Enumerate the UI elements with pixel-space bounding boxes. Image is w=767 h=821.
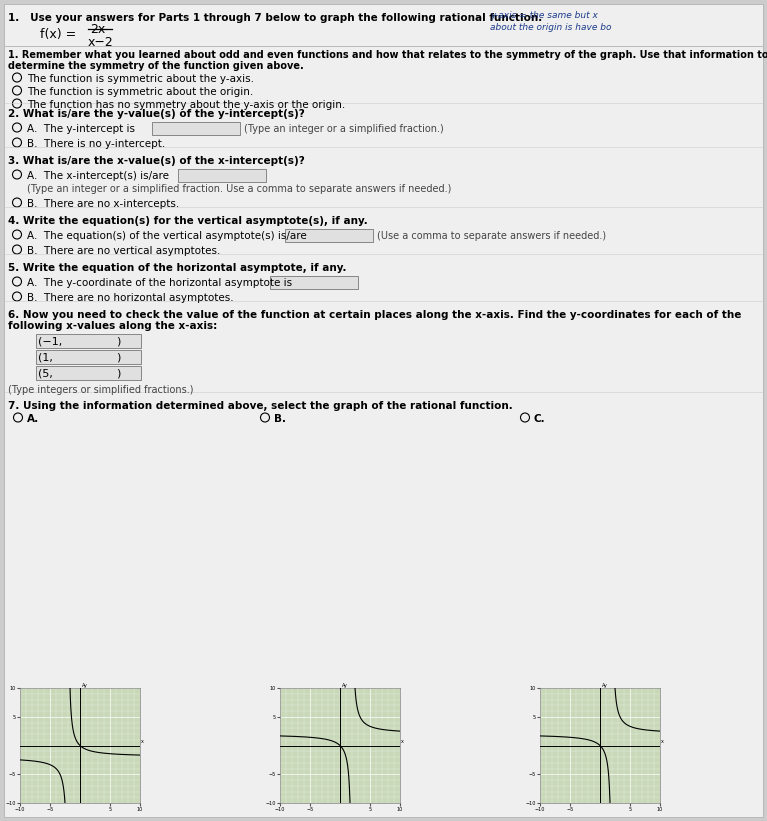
Text: 4. Write the equation(s) for the vertical asymptote(s), if any.: 4. Write the equation(s) for the vertica… [8,216,367,226]
Text: The function is symmetric about the origin.: The function is symmetric about the orig… [27,87,253,97]
Text: (Type integers or simplified fractions.): (Type integers or simplified fractions.) [8,385,193,395]
Text: B.  There are no x-intercepts.: B. There are no x-intercepts. [27,199,179,209]
Text: 7. Using the information determined above, select the graph of the rational func: 7. Using the information determined abov… [8,401,513,411]
Text: x−2: x−2 [88,36,114,49]
Text: (−1,: (−1, [38,336,62,346]
Text: 1.   Use your answers for Parts 1 through 7 below to graph the following rationa: 1. Use your answers for Parts 1 through … [8,13,542,23]
FancyBboxPatch shape [36,366,141,380]
Text: 2. What is/are the y-value(s) of the y-intercept(s)?: 2. What is/are the y-value(s) of the y-i… [8,109,304,119]
Text: B.  There are no vertical asymptotes.: B. There are no vertical asymptotes. [27,246,220,256]
Text: x: x [661,739,664,744]
Text: about the origin is have bo: about the origin is have bo [490,23,611,32]
Text: (Type an integer or a simplified fraction.): (Type an integer or a simplified fractio… [244,124,444,134]
Text: 3. What is/are the x-value(s) of the x-intercept(s)?: 3. What is/are the x-value(s) of the x-i… [8,156,304,166]
Text: ): ) [116,336,120,346]
Text: y-axis = the same but x: y-axis = the same but x [490,11,597,20]
FancyBboxPatch shape [178,169,266,182]
Text: 2x: 2x [90,23,105,36]
Text: (1,: (1, [38,352,53,362]
Text: The function has no symmetry about the y-axis or the origin.: The function has no symmetry about the y… [27,100,345,110]
Text: Ay: Ay [342,683,347,688]
FancyBboxPatch shape [4,4,763,817]
Text: determine the symmetry of the function given above.: determine the symmetry of the function g… [8,61,304,71]
Text: x: x [141,739,144,744]
Text: 6. Now you need to check the value of the function at certain places along the x: 6. Now you need to check the value of th… [8,310,742,320]
Text: f(x) =: f(x) = [40,28,76,41]
Text: (Use a comma to separate answers if needed.): (Use a comma to separate answers if need… [377,231,606,241]
Text: ): ) [116,352,120,362]
Text: following x-values along the x-axis:: following x-values along the x-axis: [8,321,217,331]
Text: ): ) [116,368,120,378]
FancyBboxPatch shape [36,350,141,364]
Text: A.  The x-intercept(s) is/are: A. The x-intercept(s) is/are [27,171,169,181]
Text: B.: B. [274,414,286,424]
FancyBboxPatch shape [285,229,373,242]
Text: Ay: Ay [82,683,87,688]
Text: A.  The y-coordinate of the horizontal asymptote is: A. The y-coordinate of the horizontal as… [27,278,292,288]
FancyBboxPatch shape [270,276,358,289]
Text: A.  The y-intercept is: A. The y-intercept is [27,124,135,134]
Text: Ay: Ay [602,683,607,688]
Text: A.: A. [27,414,39,424]
Text: x: x [401,739,404,744]
Text: 5. Write the equation of the horizontal asymptote, if any.: 5. Write the equation of the horizontal … [8,263,347,273]
Text: 1. Remember what you learned about odd and even functions and how that relates t: 1. Remember what you learned about odd a… [8,50,767,60]
Text: B.  There are no horizontal asymptotes.: B. There are no horizontal asymptotes. [27,293,234,303]
Text: C.: C. [534,414,545,424]
Text: (5,: (5, [38,368,53,378]
Text: (Type an integer or a simplified fraction. Use a comma to separate answers if ne: (Type an integer or a simplified fractio… [27,184,451,194]
FancyBboxPatch shape [152,122,240,135]
FancyBboxPatch shape [36,334,141,348]
Text: B.  There is no y-intercept.: B. There is no y-intercept. [27,139,165,149]
Text: The function is symmetric about the y-axis.: The function is symmetric about the y-ax… [27,74,254,84]
Text: A.  The equation(s) of the vertical asymptote(s) is/are: A. The equation(s) of the vertical asymp… [27,231,307,241]
